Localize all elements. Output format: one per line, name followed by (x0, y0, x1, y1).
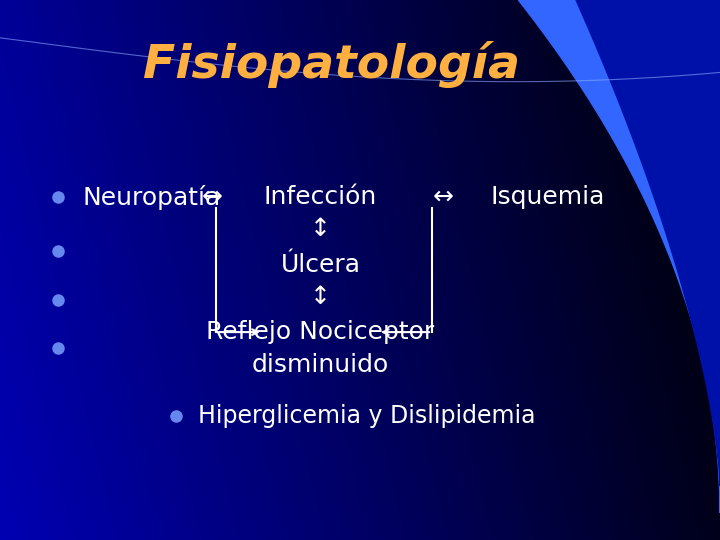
Text: Fisiopatología: Fisiopatología (143, 41, 520, 89)
Text: Úlcera: Úlcera (280, 253, 361, 276)
Polygon shape (518, 0, 720, 513)
Text: Hiperglicemia y Dislipidemia: Hiperglicemia y Dislipidemia (198, 404, 536, 428)
Text: ↕: ↕ (310, 218, 331, 241)
Text: Neuropatía: Neuropatía (83, 185, 221, 210)
Text: Isquemia: Isquemia (490, 185, 604, 209)
Text: Infección: Infección (264, 185, 377, 209)
Text: Reflejo Nociceptor: Reflejo Nociceptor (206, 320, 435, 344)
Text: ↕: ↕ (310, 285, 331, 309)
Text: ↔: ↔ (202, 185, 223, 209)
Text: disminuido: disminuido (252, 353, 389, 376)
Text: ↔: ↔ (432, 185, 454, 209)
Polygon shape (576, 0, 720, 486)
